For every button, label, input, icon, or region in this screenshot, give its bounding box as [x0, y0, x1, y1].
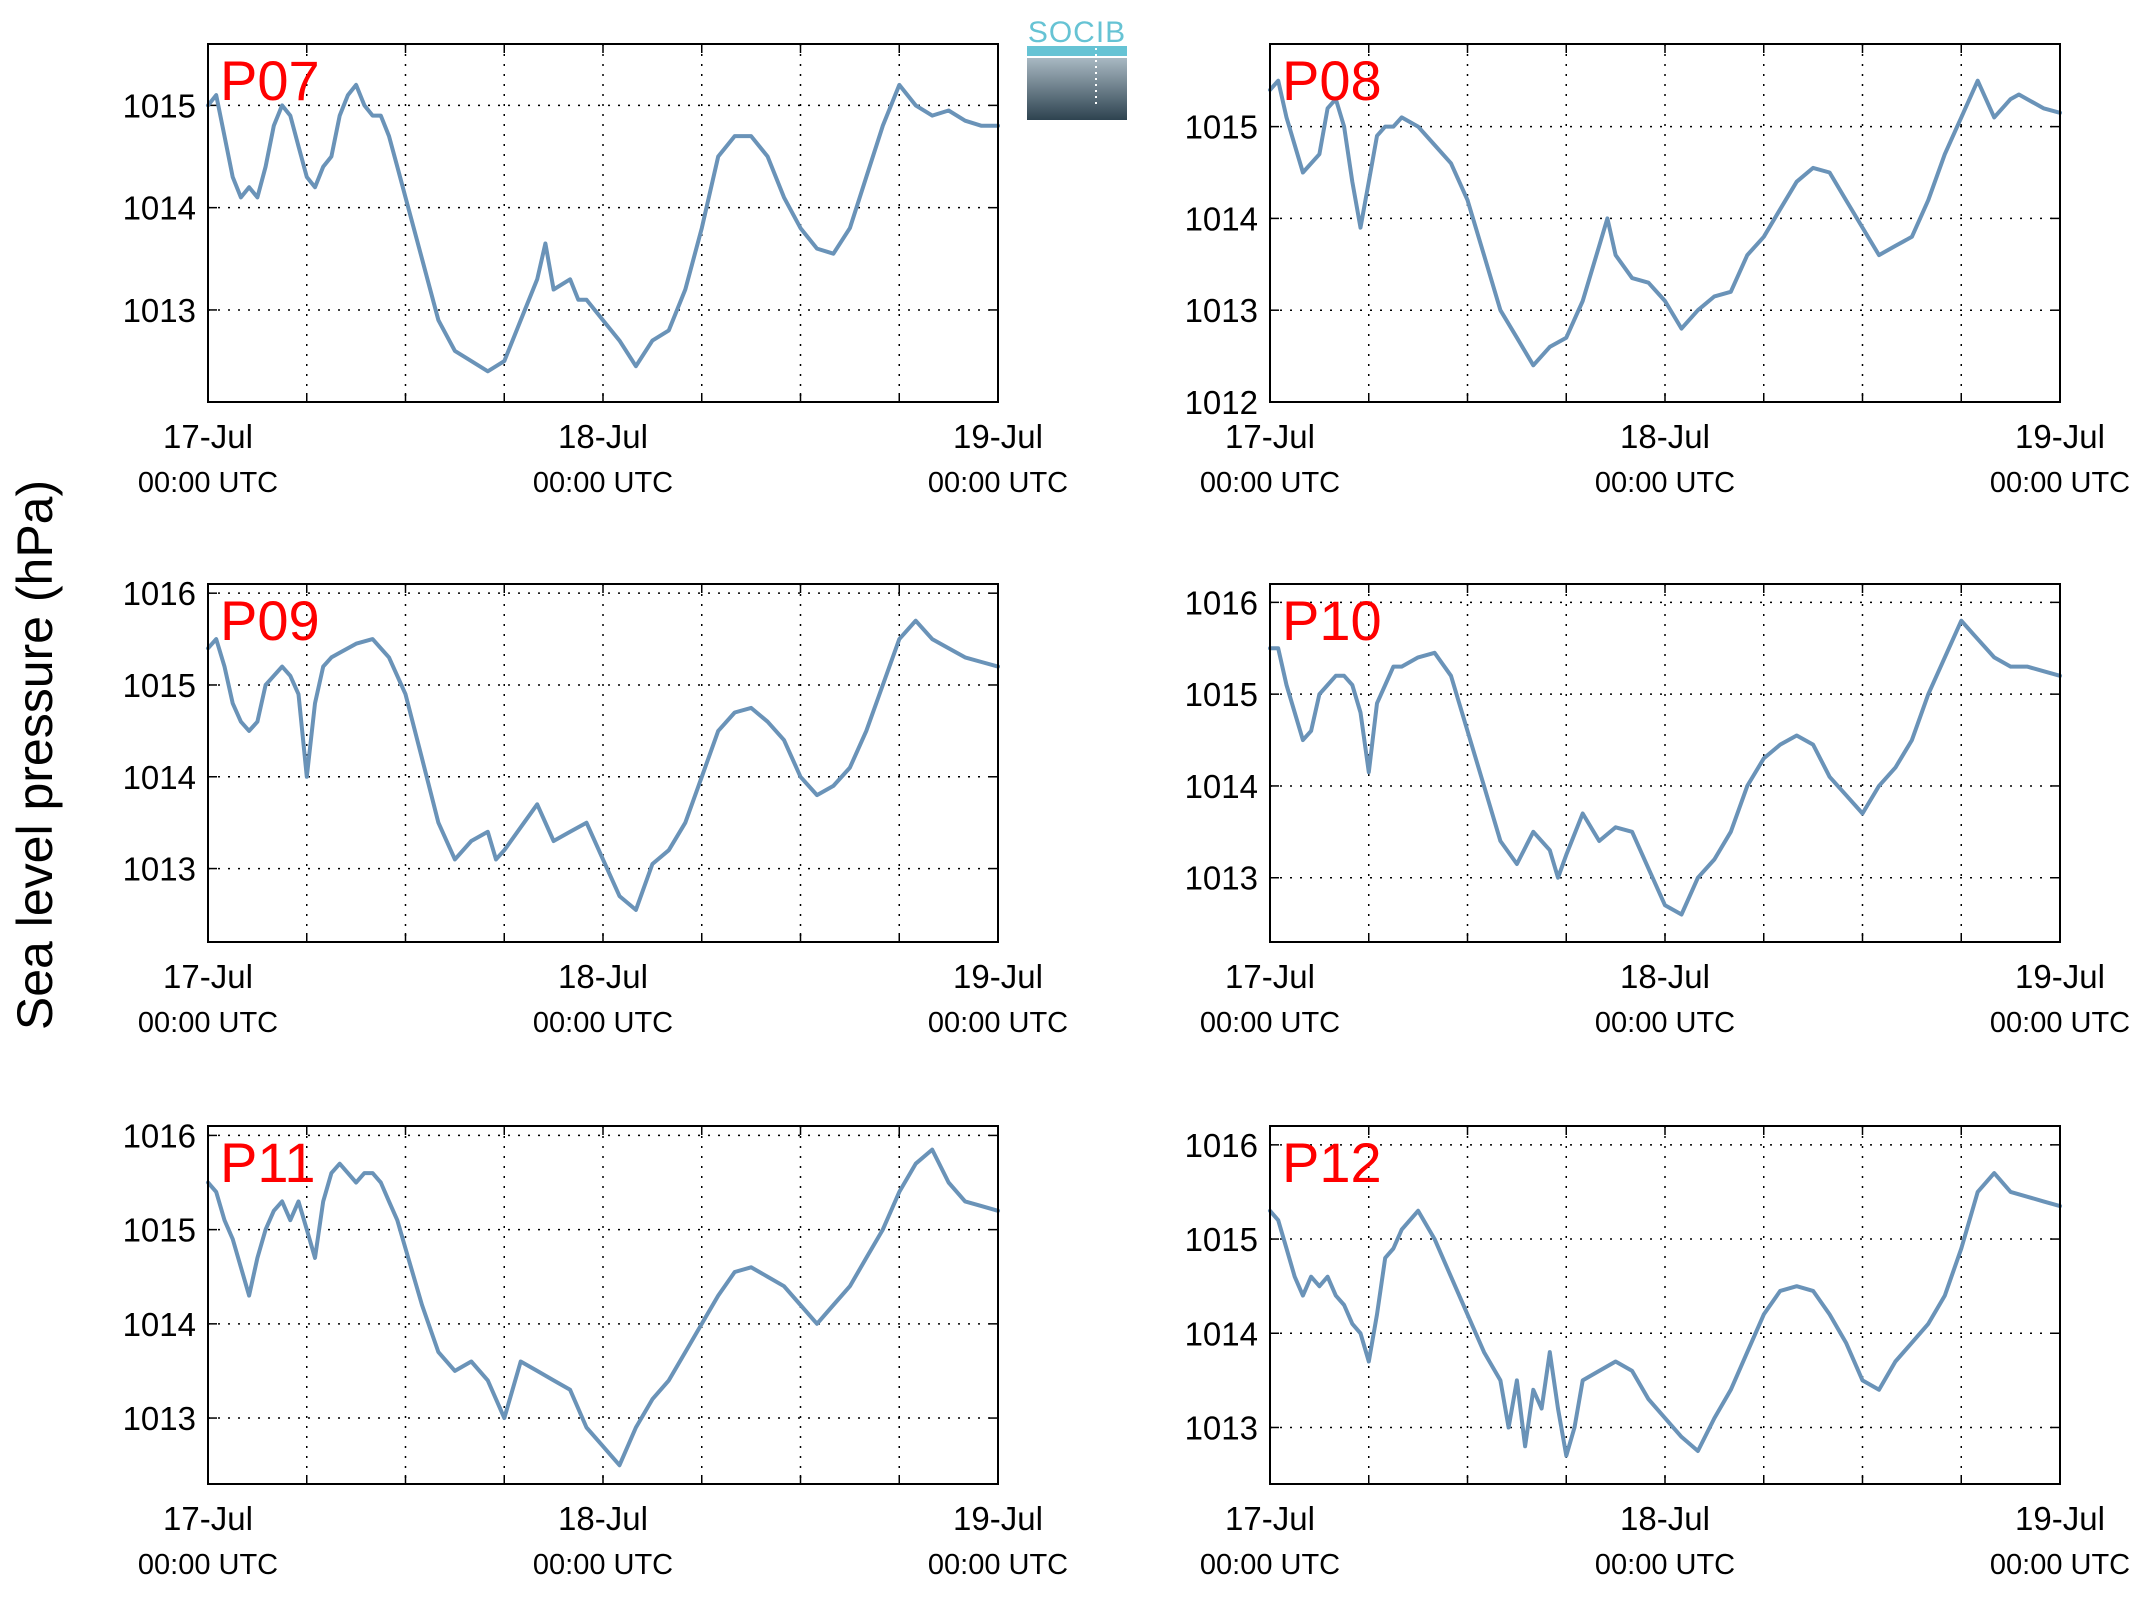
y-axis-label: Sea level pressure (hPa) [7, 480, 63, 1030]
x-tick-date-label: 18-Jul [1620, 958, 1710, 995]
axes-frame [1269, 583, 2061, 943]
axes-frame [1269, 1125, 2061, 1485]
chart-panel-p09: 1013 1014 1015 1016 17-Jul 00:00 UTC 18-Jul 00:… [123, 575, 1069, 1039]
logo-text: SOCIB [1028, 16, 1126, 49]
axes-frame [207, 43, 999, 403]
y-tick-label: 1013 [123, 851, 196, 888]
x-tick-time-label: 00:00 UTC [1990, 1549, 2130, 1581]
logo-band [1027, 46, 1127, 56]
y-tick-label: 1015 [123, 1212, 196, 1249]
x-tick-time-label: 00:00 UTC [138, 1549, 278, 1581]
x-tick-time-label: 00:00 UTC [928, 1549, 1068, 1581]
y-tick-label: 1016 [123, 1117, 196, 1154]
panel-title: P10 [1282, 589, 1382, 652]
x-tick-time-label: 00:00 UTC [1990, 467, 2130, 499]
x-tick-date-label: 17-Jul [163, 1500, 253, 1537]
y-tick-label: 1013 [1185, 860, 1258, 897]
x-tick-date-label: 17-Jul [163, 958, 253, 995]
y-tick-label: 1014 [123, 190, 196, 227]
panel-title: P09 [220, 589, 320, 652]
panel-title: P12 [1282, 1131, 1382, 1194]
axes-frame [207, 583, 999, 943]
chart-panel-p11: 1013 1014 1015 1016 17-Jul 00:00 UTC 18-Jul 00:… [123, 1117, 1069, 1581]
y-tick-label: 1015 [123, 667, 196, 704]
series-line-p08 [1268, 78, 2062, 368]
panel-title: P11 [220, 1131, 315, 1194]
series-line-p07 [206, 82, 1000, 374]
y-tick-label: 1014 [123, 759, 196, 796]
y-tick-label: 1015 [1185, 109, 1258, 146]
x-tick-time-label: 00:00 UTC [138, 467, 278, 499]
y-tick-label: 1013 [1185, 1409, 1258, 1446]
chart-panel-p08: 1012 1013 1014 1015 17-Jul 00:00 UTC 18-Jul 00:… [1185, 43, 2130, 499]
x-tick-date-label: 18-Jul [558, 958, 648, 995]
y-tick-label: 1015 [1185, 676, 1258, 713]
panels: 1013 1014 1015 17-Jul 00:00 UTC 18-Jul 00:00 U… [123, 43, 2130, 1581]
x-tick-time-label: 00:00 UTC [533, 467, 673, 499]
x-tick-date-label: 19-Jul [2015, 1500, 2105, 1537]
x-tick-date-label: 19-Jul [953, 418, 1043, 455]
x-tick-date-label: 17-Jul [1225, 418, 1315, 455]
y-tick-label: 1012 [1185, 384, 1258, 421]
x-tick-time-label: 00:00 UTC [1595, 1007, 1735, 1039]
x-tick-time-label: 00:00 UTC [1200, 467, 1340, 499]
x-tick-date-label: 18-Jul [558, 1500, 648, 1537]
x-tick-date-label: 18-Jul [1620, 418, 1710, 455]
chart-panel-p07: 1013 1014 1015 17-Jul 00:00 UTC 18-Jul 00:00 U… [123, 43, 1068, 499]
x-tick-date-label: 19-Jul [2015, 958, 2105, 995]
axes-frame [207, 1125, 999, 1485]
y-tick-label: 1014 [1185, 1315, 1258, 1352]
x-tick-date-label: 17-Jul [1225, 958, 1315, 995]
logo-gradient-block [1027, 58, 1127, 120]
x-tick-time-label: 00:00 UTC [533, 1549, 673, 1581]
x-tick-date-label: 19-Jul [953, 1500, 1043, 1537]
x-tick-date-label: 17-Jul [1225, 1500, 1315, 1537]
socib-logo: SOCIB [1027, 16, 1127, 120]
y-tick-label: 1016 [1185, 584, 1258, 621]
x-tick-date-label: 17-Jul [163, 418, 253, 455]
y-tick-label: 1015 [123, 87, 196, 124]
panel-title: P08 [1282, 49, 1382, 112]
y-tick-label: 1013 [123, 292, 196, 329]
x-tick-time-label: 00:00 UTC [1200, 1549, 1340, 1581]
x-tick-date-label: 18-Jul [558, 418, 648, 455]
axes-frame [1269, 43, 2061, 403]
y-tick-label: 1013 [123, 1400, 196, 1437]
y-tick-label: 1015 [1185, 1221, 1258, 1258]
chart-panel-p12: 1013 1014 1015 1016 17-Jul 00:00 UTC 18-Jul 00:… [1185, 1125, 2130, 1581]
y-tick-label: 1014 [1185, 768, 1258, 805]
y-tick-label: 1016 [1185, 1127, 1258, 1164]
chart-panel-p10: 1013 1014 1015 1016 17-Jul 00:00 UTC 18-Jul 00:… [1185, 583, 2130, 1039]
series-line-p09 [206, 618, 1000, 912]
x-tick-time-label: 00:00 UTC [533, 1007, 673, 1039]
y-tick-label: 1014 [1185, 200, 1258, 237]
x-tick-time-label: 00:00 UTC [1595, 1549, 1735, 1581]
x-tick-time-label: 00:00 UTC [928, 467, 1068, 499]
x-tick-time-label: 00:00 UTC [1200, 1007, 1340, 1039]
x-tick-date-label: 18-Jul [1620, 1500, 1710, 1537]
y-tick-label: 1014 [123, 1306, 196, 1343]
x-tick-time-label: 00:00 UTC [1990, 1007, 2130, 1039]
x-tick-date-label: 19-Jul [953, 958, 1043, 995]
x-tick-date-label: 19-Jul [2015, 418, 2105, 455]
y-tick-label: 1016 [123, 575, 196, 612]
x-tick-time-label: 00:00 UTC [928, 1007, 1068, 1039]
series-line-p12 [1268, 1171, 2062, 1458]
series-line-p11 [206, 1147, 1000, 1468]
panel-title: P07 [220, 49, 320, 112]
x-tick-time-label: 00:00 UTC [138, 1007, 278, 1039]
x-tick-time-label: 00:00 UTC [1595, 467, 1735, 499]
y-tick-label: 1013 [1185, 292, 1258, 329]
series-line-p10 [1268, 618, 2062, 917]
